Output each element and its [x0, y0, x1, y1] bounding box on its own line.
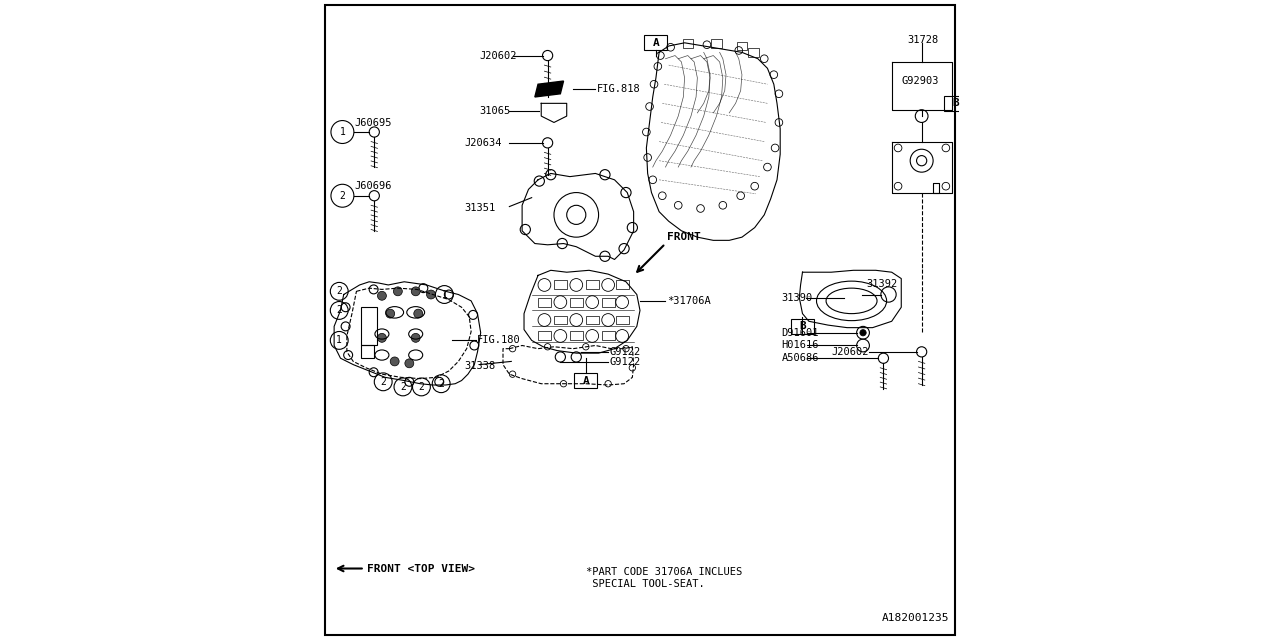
Text: 1: 1: [442, 289, 447, 300]
Text: FRONT <TOP VIEW>: FRONT <TOP VIEW>: [367, 563, 475, 573]
Circle shape: [426, 290, 435, 299]
Text: B: B: [799, 321, 806, 332]
Bar: [616, 280, 628, 289]
Text: 2: 2: [339, 191, 346, 201]
Text: B: B: [952, 99, 959, 108]
Text: 31392: 31392: [867, 280, 897, 289]
Bar: [712, 39, 722, 48]
Text: 2: 2: [401, 382, 406, 392]
Bar: [538, 298, 550, 307]
Bar: [586, 280, 599, 289]
Text: 31351: 31351: [465, 204, 497, 214]
Text: H01616: H01616: [782, 340, 819, 351]
Text: G9122: G9122: [609, 347, 641, 357]
Circle shape: [390, 357, 399, 366]
Text: J60696: J60696: [355, 181, 392, 191]
Text: 31390: 31390: [782, 292, 813, 303]
Bar: [682, 39, 692, 48]
Bar: [554, 316, 567, 324]
Bar: [570, 332, 582, 340]
Text: A182001235: A182001235: [882, 612, 948, 623]
Bar: [570, 298, 582, 307]
Bar: [616, 316, 628, 324]
Bar: [554, 280, 567, 289]
Text: J60695: J60695: [355, 118, 392, 127]
Text: J20634: J20634: [465, 138, 502, 148]
Bar: [602, 298, 614, 307]
Circle shape: [385, 309, 394, 318]
Text: 2: 2: [419, 382, 425, 392]
Circle shape: [413, 309, 422, 318]
Text: 2: 2: [380, 377, 387, 387]
Text: A50686: A50686: [782, 353, 819, 364]
Text: FIG.180: FIG.180: [477, 335, 521, 346]
Bar: [737, 42, 748, 51]
Text: A: A: [653, 38, 659, 48]
Bar: [538, 332, 550, 340]
Text: 2: 2: [337, 305, 342, 316]
Text: FIG.818: FIG.818: [598, 84, 641, 94]
Text: 2: 2: [337, 286, 342, 296]
Polygon shape: [535, 81, 563, 97]
Bar: [361, 307, 376, 346]
Bar: [586, 316, 599, 324]
Circle shape: [378, 291, 387, 300]
Bar: [361, 346, 374, 358]
Text: J20602: J20602: [831, 347, 869, 357]
Text: 1: 1: [337, 335, 342, 346]
Text: D91601: D91601: [782, 328, 819, 338]
Text: G9122: G9122: [609, 357, 641, 367]
Text: J20602: J20602: [480, 51, 517, 61]
Bar: [749, 48, 759, 57]
Circle shape: [411, 287, 420, 296]
Circle shape: [393, 287, 402, 296]
Text: G92903: G92903: [901, 76, 938, 86]
Text: 31728: 31728: [908, 35, 940, 45]
Text: 1: 1: [339, 127, 346, 137]
Bar: [602, 332, 614, 340]
Text: FRONT: FRONT: [667, 232, 701, 243]
Circle shape: [860, 330, 867, 336]
Text: *31706A: *31706A: [667, 296, 710, 306]
Circle shape: [411, 333, 420, 342]
Text: 31065: 31065: [480, 106, 511, 116]
Text: 31338: 31338: [465, 361, 497, 371]
Circle shape: [404, 359, 413, 368]
Text: A: A: [582, 376, 589, 385]
Text: *PART CODE 31706A INCLUES
 SPECIAL TOOL-SEAT.: *PART CODE 31706A INCLUES SPECIAL TOOL-S…: [586, 567, 742, 589]
Text: 2: 2: [438, 379, 444, 388]
Circle shape: [378, 333, 387, 342]
